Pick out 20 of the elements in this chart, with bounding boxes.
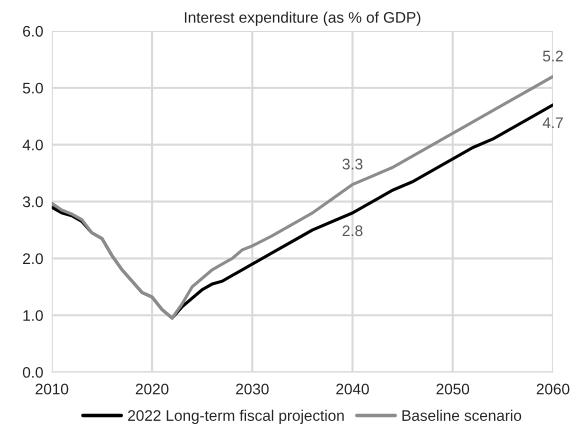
x-tick-label: 2030 — [236, 384, 269, 394]
chart-title: Interest expenditure (as % of GDP) — [184, 12, 420, 26]
data-label: 5.2 — [542, 50, 563, 62]
data-label: 4.7 — [542, 117, 563, 128]
y-tick-label: 2.0 — [23, 253, 43, 264]
legend-label: 2022 Long-term fiscal projection — [128, 410, 344, 424]
x-tick-label: 2020 — [136, 384, 168, 394]
legend-label: Baseline scenario — [402, 410, 522, 421]
data-label: 2.8 — [342, 225, 362, 236]
y-tick-label: 4.0 — [22, 140, 43, 150]
y-tick-label: 3.0 — [22, 196, 43, 208]
x-tick-label: 2040 — [336, 384, 369, 394]
x-tick-label: 2010 — [36, 384, 68, 394]
x-tick-label: 2060 — [536, 384, 570, 394]
y-tick-label: 6.0 — [23, 26, 43, 37]
y-tick-label: 0.0 — [22, 366, 43, 378]
y-tick-label: 5.0 — [22, 82, 43, 94]
y-tick-label: 1.0 — [23, 310, 43, 321]
data-label: 3.3 — [342, 158, 362, 170]
x-tick-label: 2050 — [436, 384, 470, 394]
